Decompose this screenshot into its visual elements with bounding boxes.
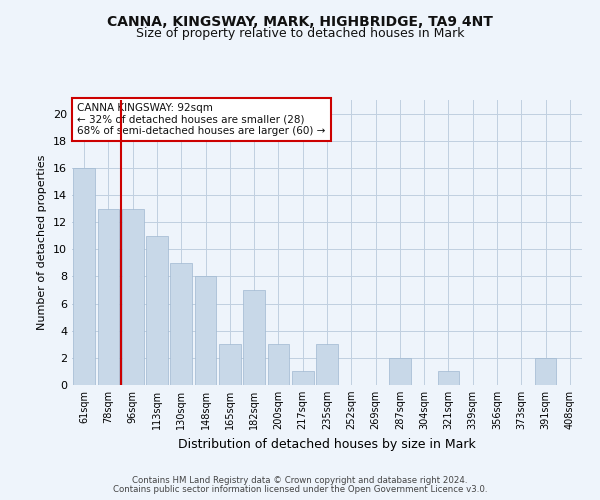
Text: CANNA KINGSWAY: 92sqm
← 32% of detached houses are smaller (28)
68% of semi-deta: CANNA KINGSWAY: 92sqm ← 32% of detached …	[77, 103, 325, 136]
Bar	[146, 236, 168, 385]
Bar	[316, 344, 338, 385]
Bar	[170, 263, 192, 385]
Bar	[122, 208, 143, 385]
Bar	[219, 344, 241, 385]
Bar	[73, 168, 95, 385]
Bar	[243, 290, 265, 385]
Bar	[437, 372, 460, 385]
Text: Contains public sector information licensed under the Open Government Licence v3: Contains public sector information licen…	[113, 485, 487, 494]
Bar	[194, 276, 217, 385]
Bar	[292, 372, 314, 385]
Text: Contains HM Land Registry data © Crown copyright and database right 2024.: Contains HM Land Registry data © Crown c…	[132, 476, 468, 485]
X-axis label: Distribution of detached houses by size in Mark: Distribution of detached houses by size …	[178, 438, 476, 450]
Bar	[389, 358, 411, 385]
Y-axis label: Number of detached properties: Number of detached properties	[37, 155, 47, 330]
Bar	[535, 358, 556, 385]
Text: CANNA, KINGSWAY, MARK, HIGHBRIDGE, TA9 4NT: CANNA, KINGSWAY, MARK, HIGHBRIDGE, TA9 4…	[107, 15, 493, 29]
Text: Size of property relative to detached houses in Mark: Size of property relative to detached ho…	[136, 28, 464, 40]
Bar	[97, 208, 119, 385]
Bar	[268, 344, 289, 385]
